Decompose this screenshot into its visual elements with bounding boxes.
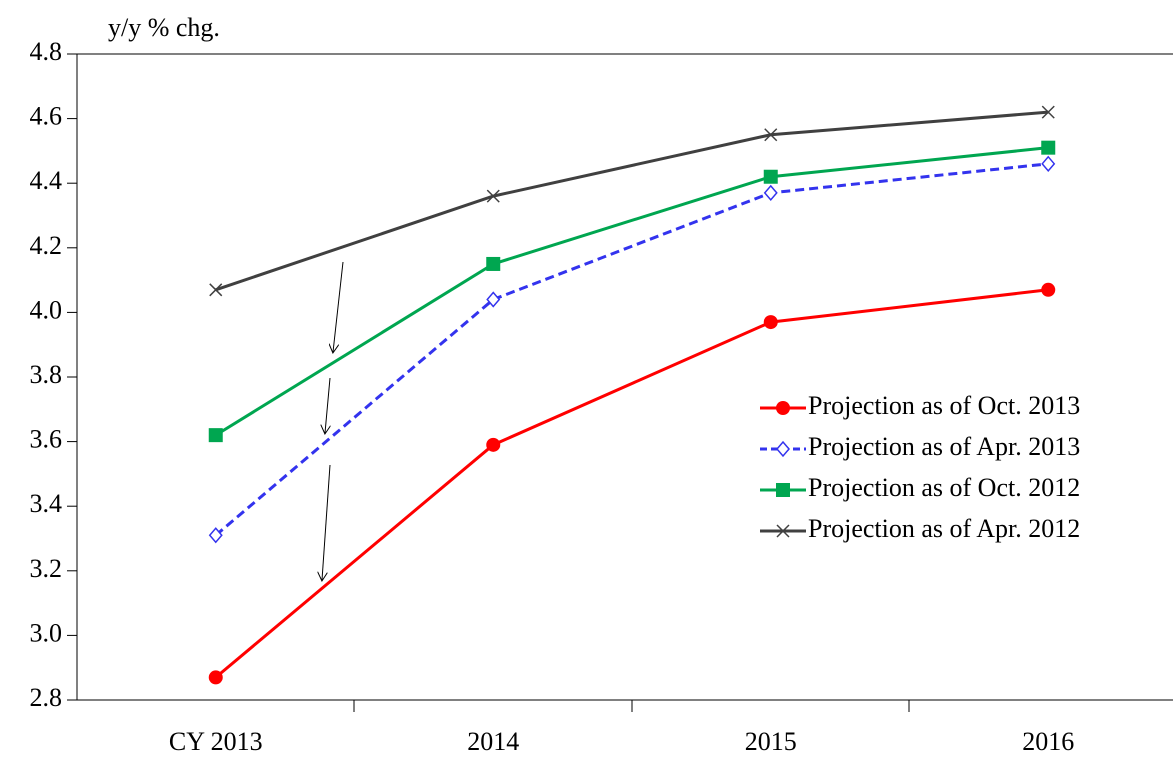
data-point bbox=[209, 283, 223, 297]
y-tick-label: 4.4 bbox=[30, 166, 63, 195]
arrow bbox=[322, 464, 331, 580]
y-tick-label: 3.0 bbox=[30, 618, 63, 647]
y-tick-label: 4.2 bbox=[30, 231, 63, 260]
legend-label: Projection as of Apr. 2012 bbox=[808, 514, 1080, 543]
legend-marker bbox=[776, 440, 790, 458]
y-tick-label: 2.8 bbox=[30, 683, 63, 712]
legend-label: Projection as of Apr. 2013 bbox=[808, 432, 1080, 461]
arrow bbox=[333, 261, 344, 352]
arrow bbox=[325, 377, 330, 433]
data-point bbox=[208, 428, 223, 443]
x-tick-label: 2016 bbox=[1022, 727, 1074, 756]
x-tick-label: CY 2013 bbox=[169, 727, 263, 756]
y-tick-label: 3.2 bbox=[30, 554, 63, 583]
data-point bbox=[1041, 155, 1056, 172]
series-line bbox=[214, 288, 1049, 679]
data-point bbox=[763, 184, 778, 202]
y-tick-label: 4.6 bbox=[30, 102, 63, 131]
legend-marker bbox=[776, 524, 790, 538]
legend-marker bbox=[776, 401, 790, 415]
legend-label: Projection as of Oct. 2012 bbox=[808, 473, 1080, 502]
y-tick-label: 3.4 bbox=[30, 489, 63, 518]
data-point bbox=[486, 256, 501, 271]
data-point bbox=[763, 315, 778, 330]
x-tick-label: 2014 bbox=[467, 727, 519, 756]
data-point bbox=[1041, 282, 1056, 297]
data-point bbox=[208, 670, 223, 685]
y-tick-label: 3.6 bbox=[30, 425, 63, 454]
data-point bbox=[763, 169, 778, 184]
x-tick-label: 2015 bbox=[745, 727, 797, 756]
y-tick-label: 3.8 bbox=[30, 360, 63, 389]
series-line bbox=[214, 162, 1049, 537]
data-point bbox=[208, 527, 223, 544]
series-line bbox=[214, 146, 1049, 437]
data-point bbox=[1041, 140, 1056, 155]
legend-marker bbox=[776, 483, 790, 497]
data-point bbox=[1041, 105, 1055, 119]
data-point bbox=[764, 128, 778, 142]
legend-label: Projection as of Oct. 2013 bbox=[808, 391, 1080, 420]
y-tick-label: 4.0 bbox=[30, 295, 63, 324]
data-point bbox=[486, 437, 501, 452]
data-point bbox=[486, 291, 501, 308]
y-axis-label: y/y % chg. bbox=[108, 13, 220, 42]
data-point bbox=[486, 189, 500, 203]
series-line bbox=[215, 110, 1049, 292]
y-tick-label: 4.8 bbox=[30, 37, 63, 66]
